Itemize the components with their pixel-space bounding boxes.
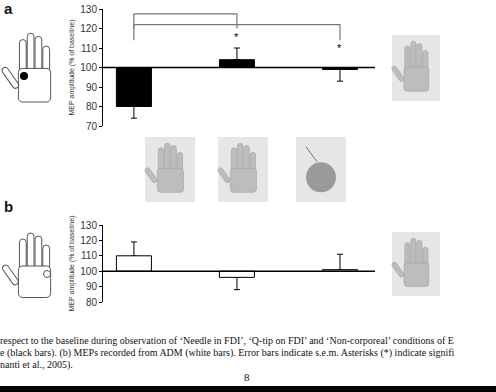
html-text:e (black bars). (b) MEPs recor: e (black bars). (b) MEPs recorded from A… [0,347,455,358]
html-text:nanti et al., 2005).: nanti et al., 2005). [0,359,73,370]
svg-text:70: 70 [86,121,98,132]
svg-text:130: 130 [80,4,97,15]
svg-text:80: 80 [86,297,98,308]
svg-text:MEP amplitude (% of baseline): MEP amplitude (% of baseline) [68,20,76,116]
svg-text:120: 120 [80,23,97,34]
svg-text:100: 100 [80,62,97,73]
html-text:respect to the baseline during: respect to the baseline during observati… [0,335,454,346]
svg-text:*: * [234,31,239,43]
svg-text:80: 80 [86,101,98,112]
svg-text:120: 120 [80,235,97,246]
html-text:8: 8 [244,371,250,383]
svg-text:MEP amplitude (% of baseline): MEP amplitude (% of baseline) [68,216,76,312]
svg-text:*: * [337,42,342,54]
html-text:b: b [4,198,14,215]
svg-text:90: 90 [86,281,98,292]
svg-text:110: 110 [81,250,97,261]
html-text:a: a [4,0,13,17]
svg-text:110: 110 [81,43,97,54]
svg-text:90: 90 [86,82,98,93]
svg-text:100: 100 [80,266,97,277]
svg-text:130: 130 [80,220,97,231]
